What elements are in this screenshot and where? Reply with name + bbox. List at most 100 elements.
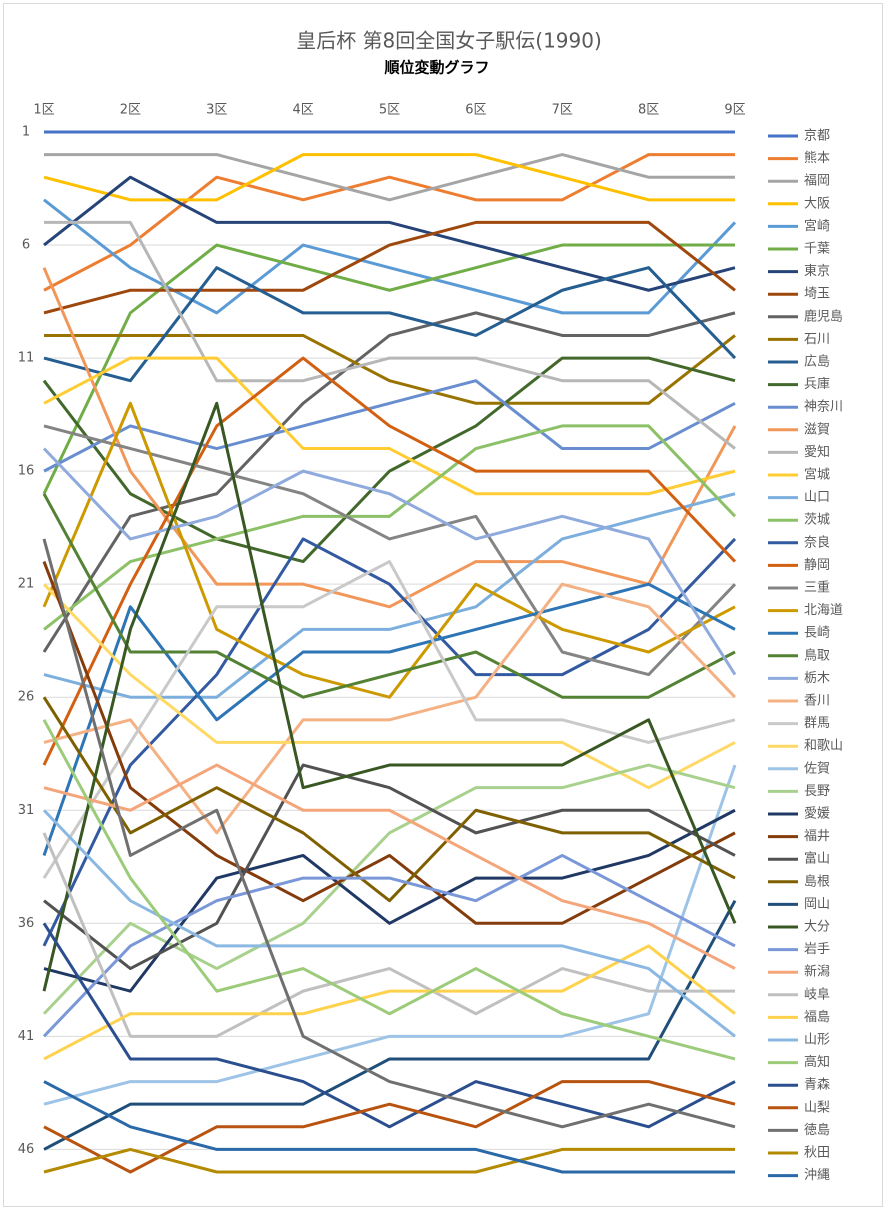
series-line (44, 153, 735, 202)
legend-label: 北海道 (804, 603, 843, 618)
chart-title: 皇后杯 第8回全国女子駅伝(1990) (296, 29, 602, 53)
legend-label: 和歌山 (804, 739, 843, 754)
x-tick-label: 2区 (120, 103, 141, 118)
legend-label: 福井 (804, 829, 830, 844)
chart-border (3, 3, 883, 1207)
series-line (42, 538, 736, 1129)
y-tick-label: 21 (18, 577, 35, 592)
legend-label: 新潟 (804, 964, 830, 980)
legend-label: 鹿児島 (804, 308, 843, 324)
series-line (43, 379, 736, 473)
legend-label: 佐賀 (804, 761, 830, 776)
legend-label: 兵庫 (804, 377, 830, 392)
legend-label: 京都 (804, 129, 830, 144)
legend-label: 愛知 (804, 444, 830, 460)
series-line (43, 1147, 735, 1174)
series-line (43, 582, 737, 835)
x-tick-label: 4区 (292, 103, 313, 118)
series-line (42, 267, 737, 609)
series-line (43, 764, 737, 1106)
series-line (43, 356, 736, 496)
legend-label: 東京 (804, 263, 830, 279)
y-tick-label: 36 (18, 916, 35, 931)
legend-label: 青森 (804, 1078, 830, 1093)
legend-label: 香川 (804, 694, 830, 709)
legend-label: 愛媛 (804, 807, 830, 822)
x-tick-label: 9区 (724, 103, 745, 118)
y-tick-label: 41 (18, 1029, 35, 1044)
legend-label: 徳島 (804, 1123, 830, 1138)
chart-subtitle: 順位変動グラフ (383, 59, 489, 77)
series-line (44, 220, 736, 450)
series-line (43, 220, 736, 315)
series-line (43, 763, 736, 971)
legend-label: 熊本 (804, 150, 830, 166)
legend-label: 宮城 (804, 467, 830, 483)
legend-label: 奈良 (804, 534, 830, 550)
series-line (42, 832, 735, 1038)
legend-label: 神奈川 (804, 400, 843, 415)
series-line (42, 582, 736, 856)
legend-label: 滋賀 (804, 422, 830, 437)
legend-label: 栃木 (804, 671, 830, 686)
series-line (43, 153, 735, 202)
series-line (43, 175, 736, 292)
series-line (43, 198, 737, 315)
legend-label: 山口 (804, 490, 830, 505)
legend-label: 島根 (804, 874, 830, 889)
series-line (42, 561, 736, 925)
x-tick-label: 1区 (33, 103, 54, 118)
series-line (42, 401, 737, 992)
series-line (43, 424, 737, 677)
series-line (43, 899, 737, 1151)
legend-label: 千葉 (804, 242, 830, 257)
series-line (42, 447, 737, 676)
legend-label: 秋田 (804, 1146, 830, 1161)
legend-label: 宮崎 (804, 218, 830, 234)
y-tick-label: 26 (18, 690, 35, 705)
legend-label: 富山 (804, 851, 830, 867)
legend-label: 静岡 (804, 558, 830, 573)
legend-label: 岐阜 (804, 986, 830, 1002)
legend-label: 福岡 (804, 174, 830, 189)
legend-label: 長崎 (804, 626, 830, 641)
series-line (42, 719, 736, 1061)
legend-label: 岡山 (804, 897, 830, 912)
series-line (42, 922, 736, 1129)
legend-label: 大阪 (804, 196, 830, 211)
x-tick-label: 8区 (638, 103, 659, 118)
series-line (44, 333, 736, 405)
y-tick-label: 11 (18, 351, 35, 366)
series-line (42, 696, 736, 903)
legend-label: 石川 (804, 332, 830, 347)
series-line (43, 266, 737, 383)
x-tick-label: 6区 (465, 103, 486, 118)
legend-label: 高知 (804, 1054, 830, 1070)
x-tick-label: 3区 (206, 103, 227, 118)
legend-label: 山梨 (804, 1100, 830, 1115)
y-tick-label: 6 (22, 238, 30, 253)
legend-label: 茨城 (804, 513, 830, 528)
series-line (43, 763, 736, 970)
y-tick-label: 1 (22, 125, 30, 140)
legend-label: 長野 (804, 784, 830, 799)
series-line (42, 401, 736, 699)
y-tick-label: 46 (18, 1142, 35, 1157)
x-tick-label: 5区 (379, 103, 400, 118)
legend-label: 沖縄 (804, 1168, 830, 1183)
y-tick-label: 16 (18, 464, 35, 479)
series-line (42, 763, 736, 1015)
legend-label: 広島 (804, 355, 830, 370)
series-line (42, 493, 736, 699)
series-line (43, 1080, 735, 1174)
legend-label: 三重 (804, 580, 830, 596)
legend-label: 埼玉 (804, 287, 830, 302)
legend-label: 山形 (804, 1033, 830, 1048)
legend-label: 群馬 (804, 716, 830, 731)
series-line (42, 853, 736, 1038)
legend-label: 福島 (804, 1010, 830, 1025)
legend-label: 鳥取 (804, 648, 830, 663)
y-tick-label: 31 (18, 803, 35, 818)
x-tick-label: 7区 (552, 103, 573, 118)
